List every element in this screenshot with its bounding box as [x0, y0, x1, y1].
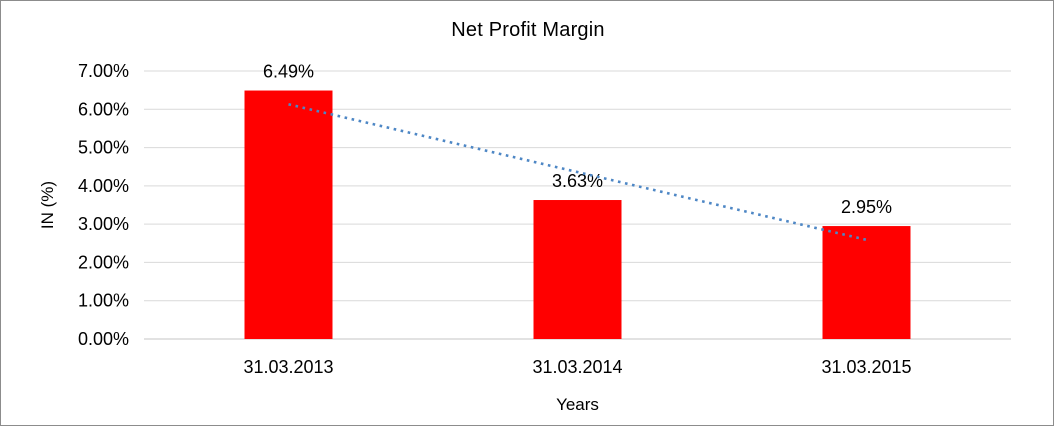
- bar-31.03.2015: [822, 226, 911, 339]
- bar-value-label: 3.63%: [552, 171, 603, 191]
- y-tick-label: 2.00%: [78, 252, 129, 272]
- bar-31.03.2014: [533, 200, 622, 339]
- bar-value-label: 2.95%: [841, 197, 892, 217]
- x-axis-title: Years: [556, 395, 599, 414]
- y-tick-label: 3.00%: [78, 214, 129, 234]
- y-tick-label: 7.00%: [78, 61, 129, 81]
- trendline: [288, 103, 867, 242]
- x-category-label: 31.03.2014: [532, 357, 622, 377]
- x-category-label: 31.03.2015: [821, 357, 911, 377]
- y-tick-label: 6.00%: [78, 99, 129, 119]
- y-tick-label: 0.00%: [78, 329, 129, 349]
- y-tick-label: 5.00%: [78, 138, 129, 158]
- y-tick-label: 1.00%: [78, 291, 129, 311]
- chart-title: Net Profit Margin: [451, 19, 605, 41]
- bar-31.03.2013: [244, 90, 333, 339]
- x-category-label: 31.03.2013: [243, 357, 333, 377]
- y-tick-label: 4.00%: [78, 176, 129, 196]
- bar-value-label: 6.49%: [263, 62, 314, 82]
